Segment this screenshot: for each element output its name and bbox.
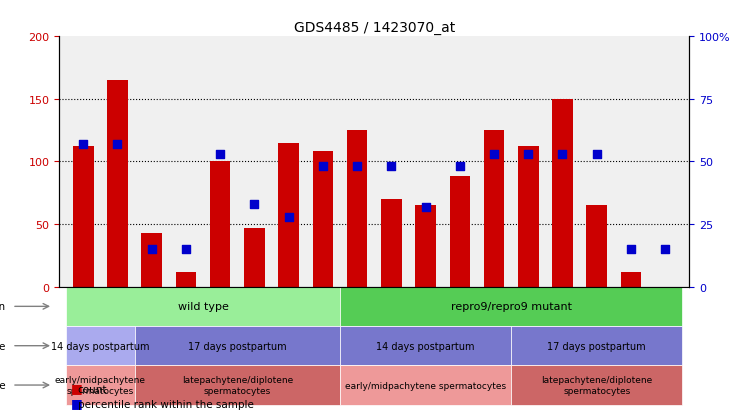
Bar: [586, 206, 607, 287]
FancyBboxPatch shape: [66, 366, 135, 405]
Bar: [484, 131, 505, 287]
Bar: [621, 272, 641, 287]
Text: 17 days postpartum: 17 days postpartum: [548, 341, 646, 351]
Point: [522, 151, 534, 158]
Title: GDS4485 / 1423070_at: GDS4485 / 1423070_at: [293, 21, 455, 35]
FancyBboxPatch shape: [135, 366, 340, 405]
Point: [453, 164, 465, 171]
Bar: [279, 143, 299, 287]
Bar: [107, 81, 127, 287]
FancyBboxPatch shape: [340, 366, 511, 405]
Point: [214, 151, 226, 158]
Point: [385, 164, 397, 171]
Bar: [518, 147, 539, 287]
Text: count: count: [78, 385, 107, 394]
Text: cell type: cell type: [0, 380, 6, 390]
Point: [591, 151, 602, 158]
FancyBboxPatch shape: [511, 366, 682, 405]
Text: early/midpachytene spermatocytes: early/midpachytene spermatocytes: [345, 381, 506, 389]
Text: wild type: wild type: [178, 301, 228, 311]
Text: ■: ■: [70, 382, 82, 394]
Bar: [73, 147, 93, 287]
Text: early/midpachytene
spermatocytes: early/midpachytene spermatocytes: [55, 375, 146, 395]
Text: percentile rank within the sample: percentile rank within the sample: [78, 399, 253, 409]
Bar: [450, 177, 470, 287]
Point: [283, 214, 295, 220]
Point: [180, 246, 192, 253]
Point: [488, 151, 500, 158]
FancyBboxPatch shape: [66, 326, 135, 366]
Bar: [347, 131, 368, 287]
FancyBboxPatch shape: [340, 287, 682, 326]
FancyBboxPatch shape: [511, 326, 682, 366]
Point: [248, 201, 260, 208]
Text: 14 days postpartum: 14 days postpartum: [376, 341, 475, 351]
Text: repro9/repro9 mutant: repro9/repro9 mutant: [451, 301, 571, 311]
Text: latepachytene/diplotene
spermatocytes: latepachytene/diplotene spermatocytes: [541, 375, 652, 395]
Point: [351, 164, 363, 171]
Bar: [176, 272, 196, 287]
FancyBboxPatch shape: [66, 287, 340, 326]
Point: [556, 151, 568, 158]
Bar: [381, 199, 402, 287]
Text: genotype/variation: genotype/variation: [0, 301, 6, 311]
Text: age: age: [0, 341, 6, 351]
Bar: [142, 233, 162, 287]
Bar: [210, 162, 230, 287]
Point: [317, 164, 329, 171]
Point: [77, 141, 89, 148]
Bar: [313, 152, 333, 287]
FancyBboxPatch shape: [135, 326, 340, 366]
Point: [112, 141, 124, 148]
Point: [659, 246, 671, 253]
Text: 14 days postpartum: 14 days postpartum: [51, 341, 150, 351]
Text: 17 days postpartum: 17 days postpartum: [188, 341, 287, 351]
Point: [419, 204, 431, 210]
FancyBboxPatch shape: [340, 326, 511, 366]
Bar: [244, 228, 265, 287]
Text: latepachytene/diplotene
spermatocytes: latepachytene/diplotene spermatocytes: [182, 375, 293, 395]
Point: [146, 246, 158, 253]
Bar: [415, 206, 436, 287]
Point: [625, 246, 637, 253]
Bar: [552, 100, 573, 287]
Text: ■: ■: [70, 396, 82, 409]
